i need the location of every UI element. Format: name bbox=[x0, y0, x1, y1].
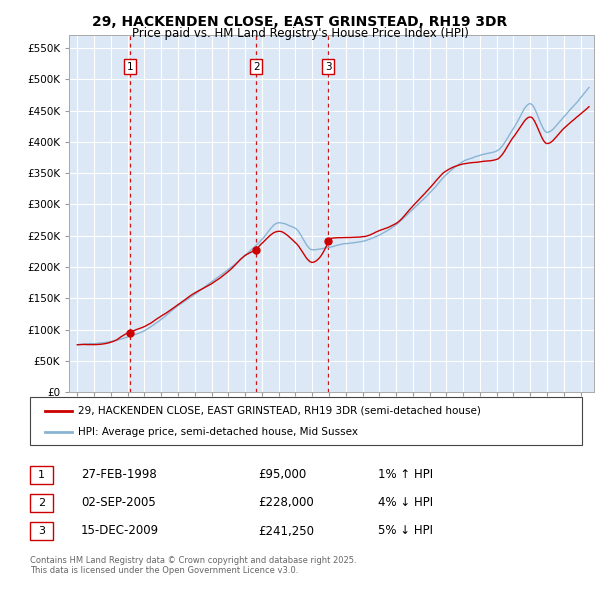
Text: 29, HACKENDEN CLOSE, EAST GRINSTEAD, RH19 3DR (semi-detached house): 29, HACKENDEN CLOSE, EAST GRINSTEAD, RH1… bbox=[78, 405, 481, 415]
Text: 1% ↑ HPI: 1% ↑ HPI bbox=[378, 468, 433, 481]
Text: £228,000: £228,000 bbox=[258, 496, 314, 509]
Text: HPI: Average price, semi-detached house, Mid Sussex: HPI: Average price, semi-detached house,… bbox=[78, 427, 358, 437]
Text: Price paid vs. HM Land Registry's House Price Index (HPI): Price paid vs. HM Land Registry's House … bbox=[131, 27, 469, 40]
Text: 1: 1 bbox=[127, 62, 134, 72]
Text: 2: 2 bbox=[253, 62, 260, 72]
Text: 02-SEP-2005: 02-SEP-2005 bbox=[81, 496, 156, 509]
Text: 1: 1 bbox=[38, 470, 45, 480]
Text: 3: 3 bbox=[325, 62, 332, 72]
Text: £95,000: £95,000 bbox=[258, 468, 306, 481]
Text: 2: 2 bbox=[38, 498, 45, 507]
Text: 15-DEC-2009: 15-DEC-2009 bbox=[81, 525, 159, 537]
Text: 3: 3 bbox=[38, 526, 45, 536]
Text: 29, HACKENDEN CLOSE, EAST GRINSTEAD, RH19 3DR: 29, HACKENDEN CLOSE, EAST GRINSTEAD, RH1… bbox=[92, 15, 508, 29]
Text: Contains HM Land Registry data © Crown copyright and database right 2025.
This d: Contains HM Land Registry data © Crown c… bbox=[30, 556, 356, 575]
Text: 5% ↓ HPI: 5% ↓ HPI bbox=[378, 525, 433, 537]
Text: £241,250: £241,250 bbox=[258, 525, 314, 537]
Text: 4% ↓ HPI: 4% ↓ HPI bbox=[378, 496, 433, 509]
Text: 27-FEB-1998: 27-FEB-1998 bbox=[81, 468, 157, 481]
